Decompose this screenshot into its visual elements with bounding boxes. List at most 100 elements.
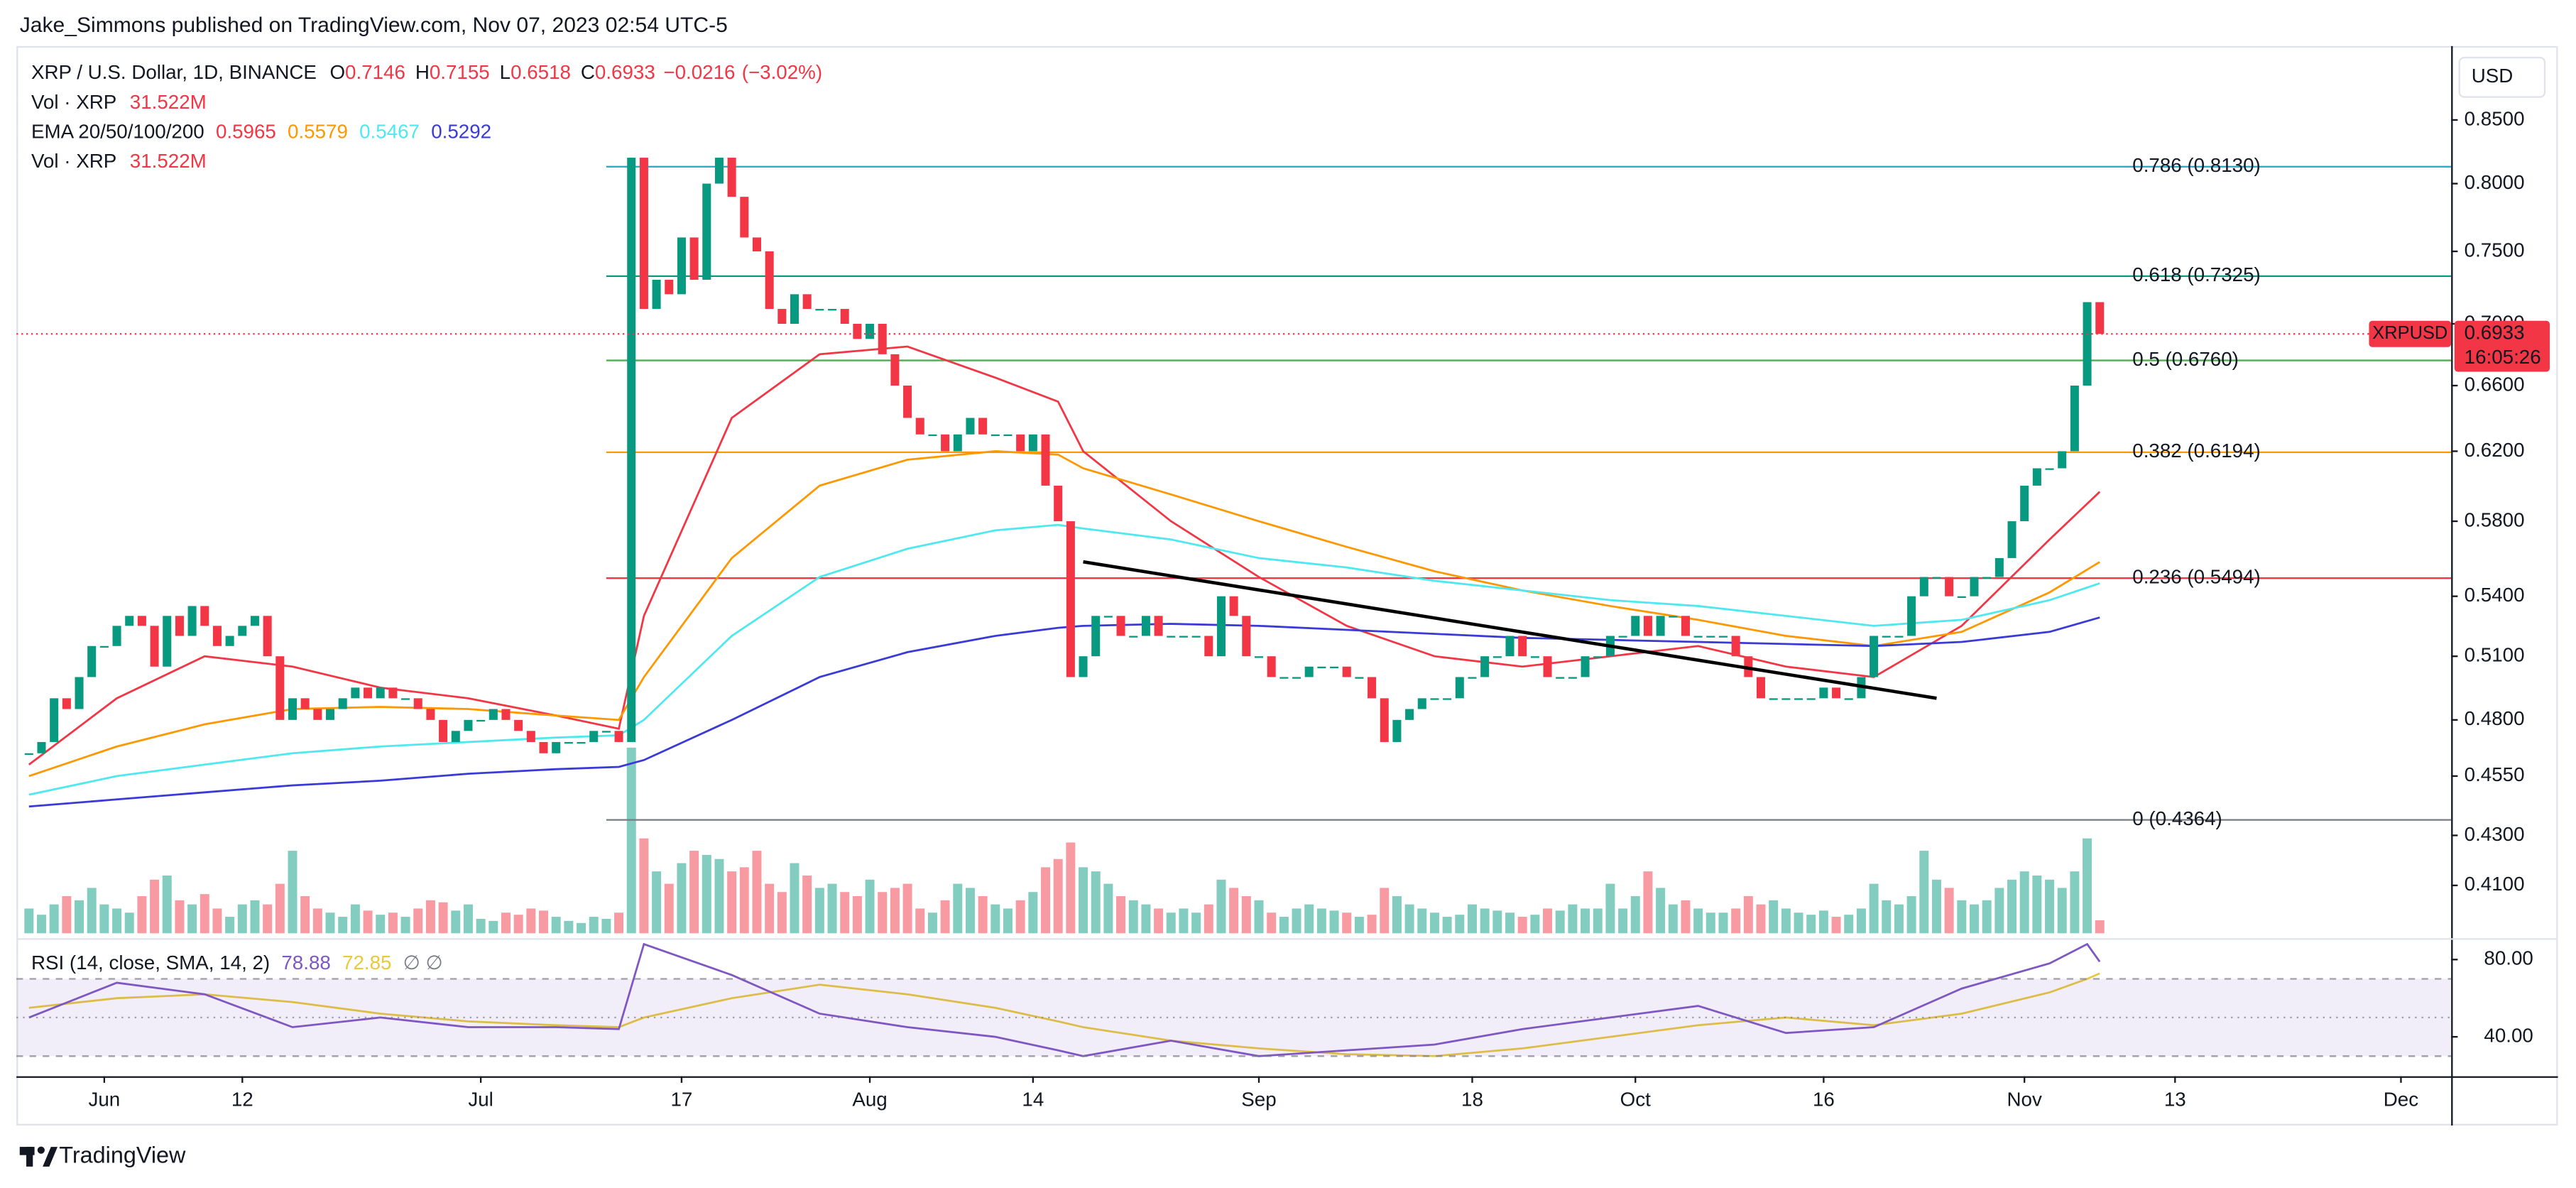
volume-bar	[1970, 904, 1979, 934]
candle-body	[978, 418, 988, 435]
volume-bar	[1781, 908, 1791, 934]
candle-body	[802, 294, 812, 310]
candle-body	[1769, 698, 1778, 700]
volume-bar	[1229, 888, 1239, 934]
y-tick-label: 0.5800	[2465, 508, 2525, 530]
volume-bar	[664, 883, 674, 934]
candle-body	[1781, 698, 1791, 700]
candle-body	[903, 385, 912, 418]
volume-bar	[1254, 900, 1264, 934]
volume-bar	[589, 917, 599, 934]
candle-body	[1167, 636, 1176, 638]
logo-mark	[43, 1147, 58, 1167]
candle-body	[1292, 677, 1301, 679]
candle-body	[451, 731, 460, 742]
candle-body	[1468, 677, 1477, 679]
ema-value: 0.5965	[216, 121, 276, 143]
volume-value: 31.522M	[130, 150, 207, 172]
candle-body	[2020, 485, 2029, 522]
volume-bar	[513, 915, 523, 934]
volume-bar	[275, 883, 285, 934]
brand-name: TradingView	[59, 1143, 186, 1168]
candle-body	[740, 197, 749, 238]
volume-bar	[312, 908, 322, 934]
candle-body	[464, 719, 473, 731]
y-tick-label: 0.8500	[2465, 107, 2525, 129]
candle-body	[1368, 677, 1377, 699]
volume-bar	[1505, 912, 1515, 934]
volume-bar	[1931, 879, 1941, 934]
fib-label: 0.236 (0.5494)	[2132, 565, 2261, 587]
candle-body	[727, 158, 736, 197]
x-tick-label: Sep	[1241, 1089, 1276, 1111]
candle-body	[790, 294, 799, 325]
candle-body	[476, 719, 486, 722]
candle-body	[2083, 302, 2092, 386]
volume-bar	[1517, 917, 1527, 934]
x-tick-label: Nov	[2007, 1089, 2042, 1111]
volume-bar	[288, 851, 298, 934]
candle-body	[828, 309, 837, 311]
ema-label: EMA 20/50/100/200	[31, 121, 204, 143]
candle-body	[1179, 636, 1188, 638]
volume-bar	[702, 854, 711, 934]
volume-bar	[325, 912, 335, 934]
volume-bar	[49, 904, 59, 934]
candle-body	[990, 434, 1000, 437]
candle-body	[866, 324, 875, 339]
ohlc-label: C	[581, 62, 595, 84]
volume-bar	[827, 883, 837, 934]
candle-body	[1003, 434, 1013, 437]
volume-bar	[639, 838, 649, 934]
volume-bar	[1392, 896, 1402, 934]
volume-bar	[1079, 867, 1088, 934]
volume-bar	[1292, 908, 1301, 934]
volume-bar	[1994, 888, 2004, 934]
volume-bar	[263, 904, 273, 934]
candle-body	[1794, 698, 1803, 700]
candle-body	[1669, 616, 1678, 618]
volume-bar	[814, 888, 824, 934]
candle-body	[1543, 656, 1552, 677]
volume-bar	[978, 896, 988, 934]
candle-body	[677, 237, 686, 295]
candle-body	[501, 709, 511, 720]
change-pct: (−3.02%)	[742, 62, 822, 84]
volume-bar	[1605, 883, 1615, 934]
candle-body	[1882, 636, 1891, 638]
candle-body	[928, 434, 937, 437]
ema-value: 0.5467	[359, 121, 420, 143]
fib-label: 0.5 (0.6760)	[2132, 348, 2239, 370]
volume-bar	[1718, 912, 1728, 934]
candle-body	[1016, 434, 1025, 452]
volume-bar	[953, 883, 963, 934]
volume-bar	[2032, 875, 2042, 934]
volume-bar	[652, 871, 662, 934]
candle-body	[1254, 656, 1264, 658]
candle-body	[1693, 636, 1703, 638]
candle-body	[890, 354, 900, 386]
currency-button[interactable]	[2458, 56, 2546, 98]
candle-body	[137, 616, 146, 626]
change-value: −0.0216	[663, 62, 735, 84]
x-tick-label: 16	[1813, 1089, 1835, 1111]
candle-body	[765, 251, 774, 310]
candle-body	[87, 645, 97, 677]
candle-body	[815, 309, 824, 311]
candle-body	[1806, 698, 1816, 700]
volume-bar	[1216, 879, 1226, 934]
volume-bar	[927, 912, 937, 934]
volume-bar	[200, 894, 209, 934]
volume-bar	[1028, 892, 1038, 934]
volume-bar	[802, 875, 812, 934]
fib-label: 0.382 (0.6194)	[2132, 440, 2261, 462]
candle-body	[2007, 521, 2016, 558]
volume-bar	[1154, 908, 1164, 934]
volume-bar	[1342, 912, 1352, 934]
candle-body	[99, 645, 109, 648]
volume-bar	[476, 918, 486, 934]
volume-bar	[1681, 900, 1691, 934]
volume-bar	[1530, 915, 1540, 934]
candle-body	[200, 606, 209, 626]
volume-bar	[739, 867, 749, 934]
